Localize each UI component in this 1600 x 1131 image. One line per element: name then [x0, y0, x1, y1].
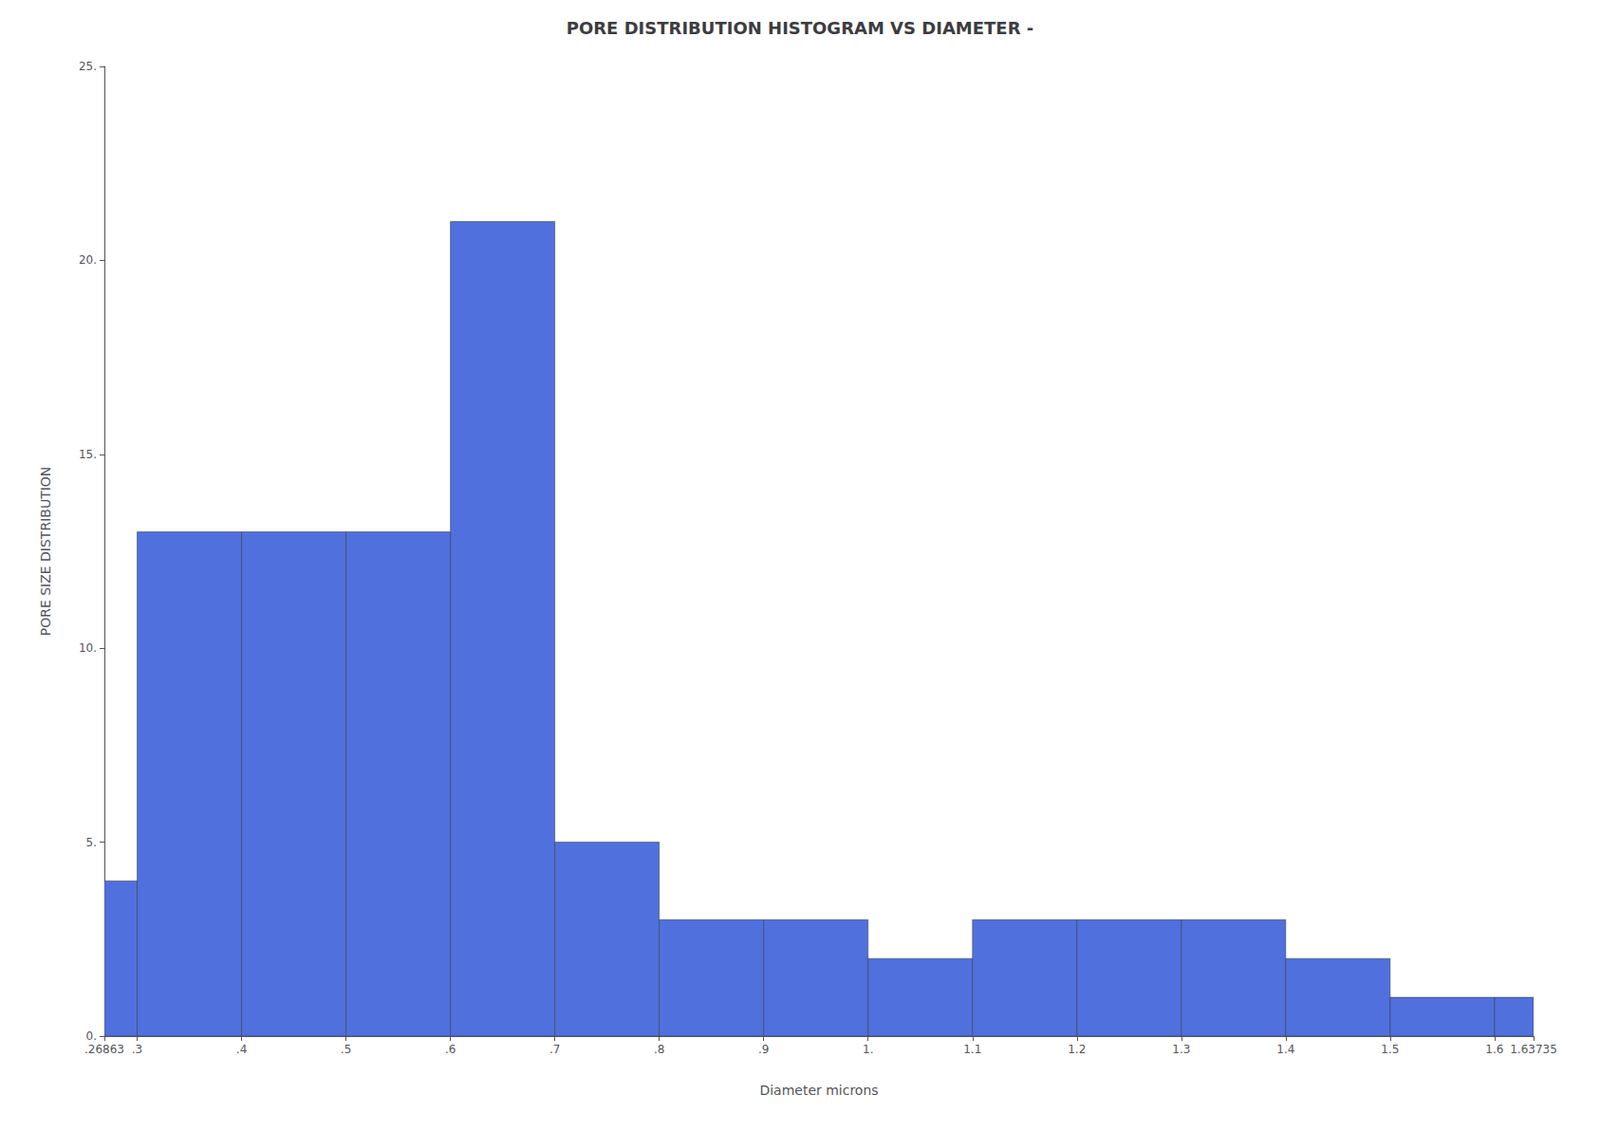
svg-text:15.: 15. — [78, 447, 97, 462]
svg-text:1.1: 1.1 — [963, 1042, 982, 1057]
svg-text:PORE SIZE DISTRIBUTION: PORE SIZE DISTRIBUTION — [37, 466, 54, 637]
svg-text:20.: 20. — [78, 253, 97, 267]
svg-text:.4: .4 — [236, 1042, 247, 1057]
svg-text:.5: .5 — [340, 1042, 352, 1057]
svg-text:.9: .9 — [758, 1042, 769, 1057]
svg-text:25.: 25. — [78, 59, 97, 74]
svg-text:.26863: .26863 — [84, 1042, 125, 1057]
svg-text:1.: 1. — [862, 1042, 874, 1057]
svg-text:0.: 0. — [86, 1029, 97, 1043]
svg-text:1.3: 1.3 — [1172, 1042, 1191, 1057]
svg-text:1.2: 1.2 — [1067, 1042, 1086, 1057]
svg-text:.3: .3 — [131, 1042, 143, 1057]
svg-text:Diameter microns: Diameter microns — [759, 1082, 878, 1098]
svg-text:.8: .8 — [653, 1042, 665, 1057]
svg-text:1.6: 1.6 — [1485, 1042, 1504, 1057]
svg-text:PORE DISTRIBUTION HISTOGRAM VS: PORE DISTRIBUTION HISTOGRAM VS DIAMETER … — [566, 18, 1034, 38]
svg-text:1.63735: 1.63735 — [1509, 1042, 1558, 1057]
svg-text:1.4: 1.4 — [1276, 1042, 1295, 1057]
svg-text:.7: .7 — [549, 1042, 560, 1057]
svg-text:10.: 10. — [78, 641, 97, 655]
svg-text:5.: 5. — [86, 836, 97, 850]
svg-text:1.5: 1.5 — [1380, 1042, 1399, 1057]
svg-text:.6: .6 — [445, 1042, 456, 1057]
